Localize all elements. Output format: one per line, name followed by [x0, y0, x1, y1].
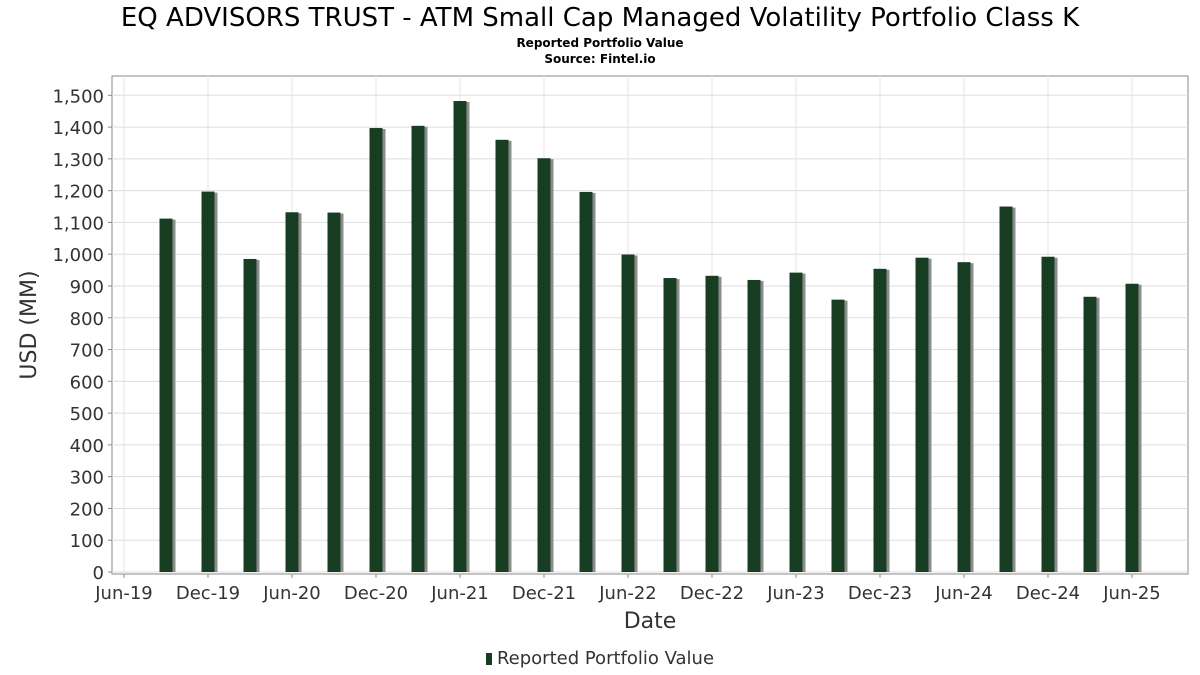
- x-tick-label: Jun-23: [766, 583, 825, 604]
- y-tick-label: 500: [70, 404, 104, 425]
- y-tick-label: 0: [93, 563, 104, 584]
- bar: [747, 279, 761, 572]
- legend-label: Reported Portfolio Value: [496, 648, 715, 669]
- y-tick-label: 100: [70, 531, 104, 552]
- bar: [537, 158, 551, 572]
- x-tick-label: Jun-25: [1102, 583, 1161, 604]
- bar: [1083, 296, 1097, 572]
- chart-source: Source: Fintel.io: [544, 52, 656, 66]
- bar: [789, 272, 803, 572]
- x-axis-label: Date: [623, 609, 677, 634]
- legend: Reported Portfolio Value: [0, 648, 1200, 670]
- bar: [1041, 256, 1055, 572]
- y-tick-label: 1,500: [52, 86, 104, 107]
- bar: [201, 191, 215, 573]
- y-tick-label: 1,100: [52, 213, 104, 234]
- y-tick-label: 800: [70, 309, 104, 330]
- y-tick-label: 300: [70, 468, 104, 489]
- bar: [999, 206, 1013, 572]
- bar: [159, 218, 173, 573]
- bar: [243, 258, 257, 572]
- bar: [1125, 283, 1139, 572]
- bar: [705, 275, 719, 572]
- x-tick-label: Dec-21: [512, 583, 576, 604]
- y-tick-label: 700: [70, 341, 104, 362]
- chart-subtitle: Reported Portfolio Value: [516, 36, 684, 50]
- x-tick-label: Jun-20: [262, 583, 321, 604]
- x-tick-label: Jun-19: [94, 583, 153, 604]
- bar: [327, 212, 341, 572]
- bar: [285, 212, 299, 572]
- x-tick-label: Jun-24: [934, 583, 993, 604]
- bar: [621, 254, 635, 572]
- bar: [831, 299, 845, 572]
- y-tick-label: 600: [70, 372, 104, 393]
- y-tick-label: 1,400: [52, 118, 104, 139]
- bar: [915, 257, 929, 572]
- x-tick-label: Dec-20: [344, 583, 408, 604]
- chart-title: EQ ADVISORS TRUST - ATM Small Cap Manage…: [120, 3, 1080, 33]
- x-tick-label: Dec-23: [848, 583, 912, 604]
- y-tick-label: 900: [70, 277, 104, 298]
- x-tick-label: Dec-22: [680, 583, 744, 604]
- bar: [369, 128, 383, 573]
- bar: [453, 101, 467, 573]
- y-tick-label: 1,200: [52, 182, 104, 203]
- bar: [579, 191, 593, 572]
- x-tick-label: Jun-22: [598, 583, 657, 604]
- x-tick-label: Jun-21: [430, 583, 489, 604]
- bar: [411, 125, 425, 572]
- x-tick-label: Dec-19: [176, 583, 240, 604]
- plot-area: [111, 75, 1189, 575]
- bar: [957, 262, 971, 572]
- x-tick-label: Dec-24: [1016, 583, 1080, 604]
- bar: [873, 268, 887, 572]
- bar: [663, 278, 677, 572]
- y-axis-label: USD (MM): [17, 270, 42, 380]
- y-tick-label: 200: [70, 499, 104, 520]
- y-tick-label: 1,000: [52, 245, 104, 266]
- y-tick-label: 1,300: [52, 150, 104, 171]
- y-tick-label: 400: [70, 436, 104, 457]
- bar: [495, 139, 509, 573]
- legend-swatch: [485, 653, 492, 665]
